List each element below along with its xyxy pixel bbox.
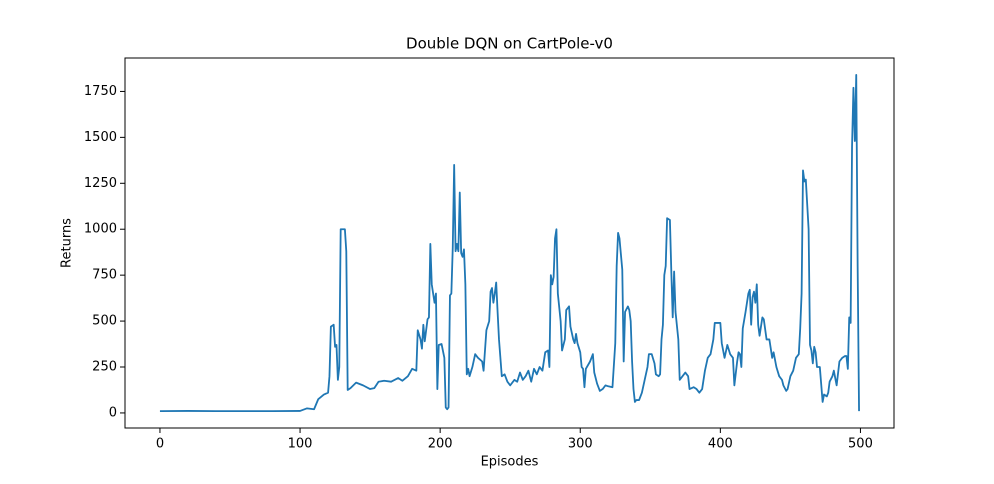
x-tick-label: 300 xyxy=(568,437,593,452)
x-tick-label: 200 xyxy=(428,437,453,452)
x-tick-label: 100 xyxy=(288,437,313,452)
x-tick-label: 400 xyxy=(708,437,733,452)
y-tick-label: 1000 xyxy=(84,222,117,237)
y-axis-label: Returns xyxy=(60,218,75,268)
x-tick-label: 500 xyxy=(848,437,873,452)
x-axis-label: Episodes xyxy=(481,455,539,470)
chart-title: Double DQN on CartPole-v0 xyxy=(406,35,613,53)
y-tick-label: 500 xyxy=(92,314,117,329)
y-tick-label: 0 xyxy=(109,405,117,420)
y-tick-label: 1250 xyxy=(84,176,117,191)
y-tick-label: 750 xyxy=(92,268,117,283)
y-tick-label: 1500 xyxy=(84,130,117,145)
plot-frame xyxy=(124,57,895,429)
x-tick-label: 0 xyxy=(156,437,164,452)
y-tick-label: 1750 xyxy=(84,84,117,99)
line xyxy=(159,74,860,412)
y-tick-label: 250 xyxy=(92,360,117,375)
